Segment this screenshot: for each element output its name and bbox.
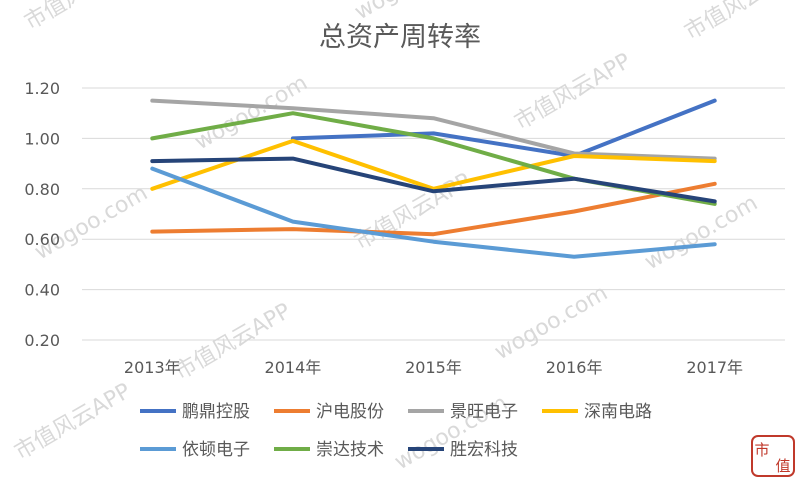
x-tick-label: 2014年 — [265, 358, 322, 377]
watermark-text: wogoo.com — [491, 281, 613, 366]
legend-label: 崇达技术 — [316, 440, 384, 460]
x-tick-label: 2013年 — [124, 358, 181, 377]
watermark-text: 市值风云APP — [11, 379, 136, 465]
series-line-胜宏科技 — [150, 156, 717, 204]
legend-label: 依顿电子 — [182, 440, 250, 460]
series-line-景旺电子 — [150, 98, 717, 161]
legend-label: 沪电股份 — [316, 402, 384, 422]
logo-glyph: 值 — [775, 457, 790, 475]
logo-frame — [751, 435, 795, 477]
legend-label: 深南电路 — [584, 402, 652, 422]
series-line-依顿电子 — [150, 166, 717, 259]
y-tick-label: 0.20 — [24, 331, 60, 350]
y-tick-label: 1.00 — [24, 129, 60, 148]
legend-label: 鹏鼎控股 — [182, 402, 250, 422]
watermark-text: 市值风云APP — [21, 0, 146, 35]
y-tick-label: 0.80 — [24, 180, 60, 199]
x-tick-label: 2015年 — [405, 358, 462, 377]
series-lines — [150, 98, 717, 259]
chart-title: 总资产周转率 — [319, 22, 481, 53]
x-tick-label: 2017年 — [686, 358, 743, 377]
wogoo-logo: 市值 — [751, 435, 795, 477]
y-tick-label: 0.40 — [24, 281, 60, 300]
x-axis-ticks: 2013年 2014年 2015年 2016年 2017年 — [124, 358, 743, 377]
y-axis-ticks: 0.20 0.40 0.60 0.80 1.00 1.20 — [24, 79, 60, 350]
logo-glyph: 市 — [754, 441, 769, 459]
watermark-text: 市值风云APP — [681, 0, 800, 45]
legend-label: 景旺电子 — [450, 402, 518, 422]
y-tick-label: 1.20 — [24, 79, 60, 98]
x-tick-label: 2016年 — [546, 358, 603, 377]
series-line-深南电路 — [150, 138, 717, 191]
series-line-沪电股份 — [150, 181, 717, 237]
series-line-鹏鼎控股 — [290, 98, 717, 158]
y-tick-label: 0.60 — [24, 230, 60, 249]
legend-label: 胜宏科技 — [450, 440, 518, 460]
watermark-text: 市值风云APP — [511, 49, 636, 135]
